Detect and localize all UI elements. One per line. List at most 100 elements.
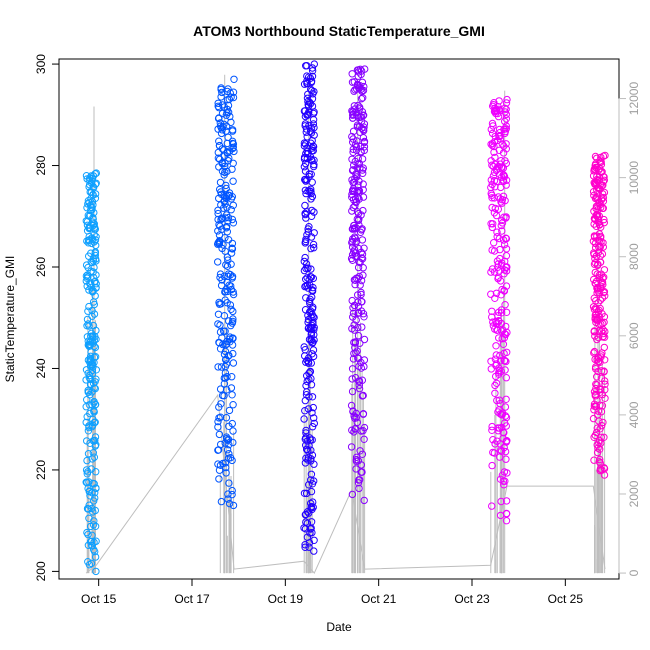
data-point xyxy=(353,111,361,120)
data-point xyxy=(91,433,100,441)
data-point xyxy=(594,216,603,224)
data-point xyxy=(352,349,360,357)
data-point xyxy=(83,322,91,330)
data-point xyxy=(304,405,313,413)
data-point xyxy=(354,291,362,299)
data-point xyxy=(216,345,225,353)
x-tick-label: Oct 17 xyxy=(174,592,210,606)
data-point xyxy=(357,95,366,103)
data-point xyxy=(591,165,599,173)
data-point xyxy=(596,258,605,266)
data-point xyxy=(494,260,502,268)
data-point xyxy=(307,359,315,367)
data-point xyxy=(350,321,358,329)
data-point xyxy=(359,134,368,142)
data-point xyxy=(350,233,359,241)
data-point xyxy=(310,244,318,252)
data-point xyxy=(357,226,366,234)
data-point xyxy=(492,379,501,387)
data-point xyxy=(307,233,316,241)
data-point xyxy=(601,292,609,300)
data-point xyxy=(229,290,238,299)
data-point xyxy=(599,319,607,328)
data-point xyxy=(500,213,508,221)
data-point xyxy=(352,143,361,151)
data-point xyxy=(349,304,357,312)
data-point xyxy=(590,220,598,228)
data-point xyxy=(593,173,601,181)
data-point xyxy=(501,403,510,411)
data-point xyxy=(304,264,312,272)
data-point xyxy=(357,211,365,219)
data-point xyxy=(593,356,601,364)
data-point xyxy=(360,137,369,146)
data-point xyxy=(220,327,228,335)
data-point xyxy=(224,85,232,93)
data-point xyxy=(496,475,505,483)
data-point xyxy=(301,541,309,549)
data-point xyxy=(83,271,92,279)
data-point xyxy=(302,214,310,222)
data-point xyxy=(498,227,506,235)
data-point xyxy=(87,283,95,292)
point-cluster xyxy=(487,95,511,525)
data-point xyxy=(229,401,237,409)
data-point xyxy=(498,423,506,432)
data-point xyxy=(494,273,503,281)
data-point xyxy=(300,107,309,115)
data-point xyxy=(90,453,99,461)
data-point xyxy=(92,484,100,493)
x-tick-label: Oct 21 xyxy=(361,592,397,606)
data-point xyxy=(591,160,600,168)
data-point xyxy=(91,194,100,203)
data-point xyxy=(82,466,91,474)
data-point xyxy=(301,120,310,128)
data-point xyxy=(595,327,603,335)
data-point xyxy=(349,127,358,136)
data-point xyxy=(499,192,508,201)
data-point xyxy=(600,215,608,224)
data-point xyxy=(216,321,224,329)
data-point xyxy=(89,437,98,445)
data-point xyxy=(228,490,236,499)
data-point xyxy=(495,334,503,342)
data-point xyxy=(348,375,356,383)
y2-tick-label: 2000 xyxy=(627,480,641,507)
data-point xyxy=(494,193,503,201)
data-point xyxy=(352,274,361,282)
data-point xyxy=(225,422,233,430)
data-point xyxy=(353,215,361,223)
data-point xyxy=(301,407,309,415)
data-point xyxy=(600,273,608,281)
data-point xyxy=(84,505,93,513)
data-point xyxy=(499,236,508,244)
data-point xyxy=(495,406,503,414)
data-point xyxy=(349,309,358,317)
data-point xyxy=(590,402,599,410)
data-point xyxy=(90,497,98,505)
data-point xyxy=(348,207,356,215)
x-tick-label: Oct 23 xyxy=(454,592,490,606)
data-point xyxy=(227,384,236,392)
data-point xyxy=(356,281,364,289)
data-point xyxy=(216,178,225,187)
data-point xyxy=(90,310,99,318)
data-point xyxy=(223,109,231,117)
data-point xyxy=(355,476,363,484)
data-point xyxy=(350,428,358,436)
data-point xyxy=(218,391,227,400)
data-point xyxy=(487,290,495,298)
data-point xyxy=(89,215,97,224)
data-point xyxy=(230,75,238,84)
data-point xyxy=(597,374,606,382)
data-point xyxy=(496,129,504,137)
data-point xyxy=(353,121,362,129)
data-point xyxy=(92,257,100,265)
data-point xyxy=(349,138,357,146)
data-point xyxy=(214,206,222,215)
data-point xyxy=(502,438,510,446)
data-point xyxy=(229,359,238,367)
data-point xyxy=(498,327,506,335)
data-point xyxy=(503,469,511,477)
